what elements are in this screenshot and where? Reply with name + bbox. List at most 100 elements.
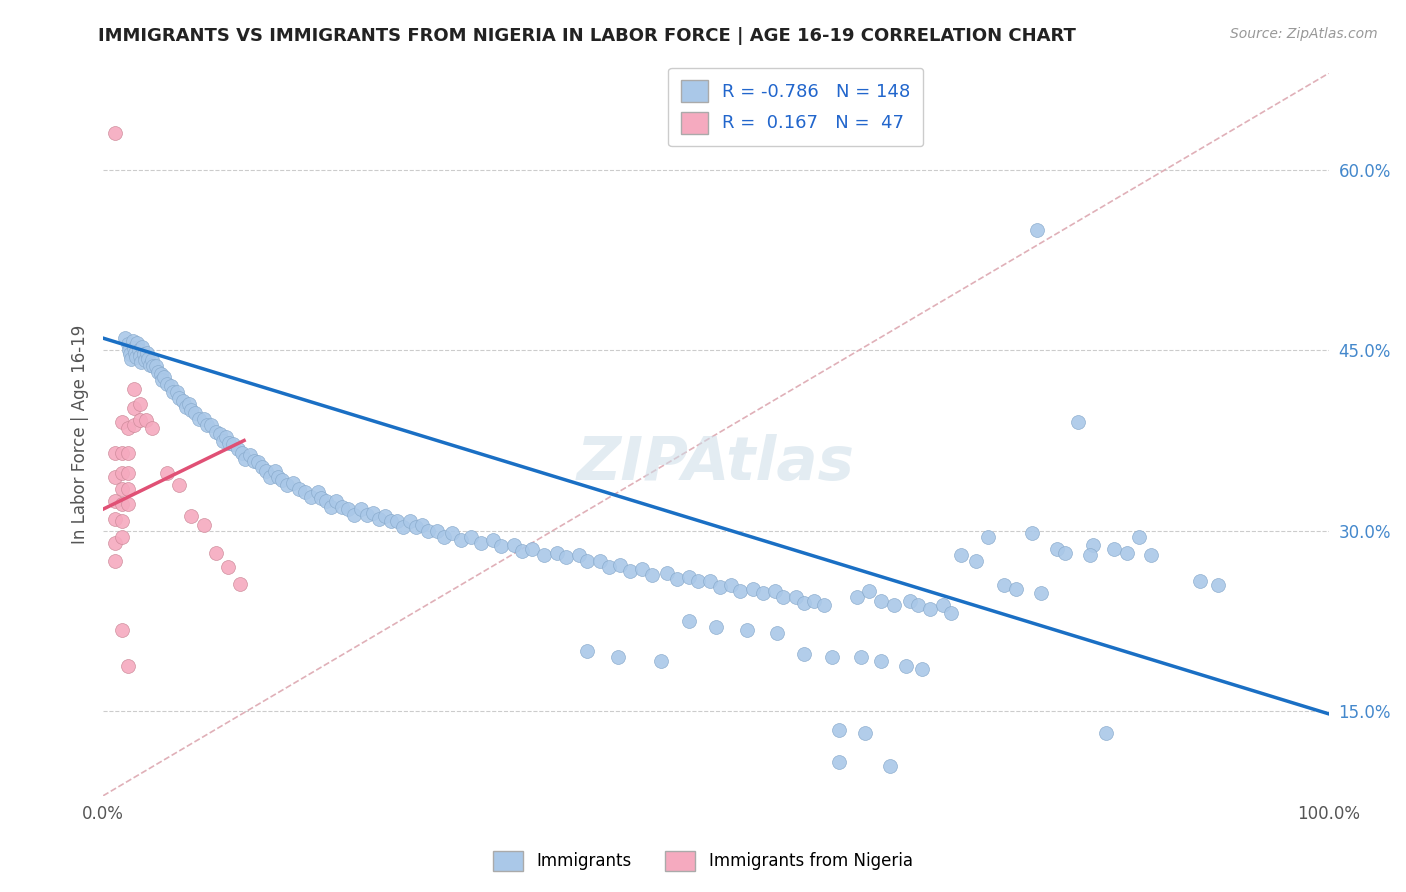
Point xyxy=(993,578,1015,592)
Point xyxy=(735,623,758,637)
Point xyxy=(387,514,409,528)
Point xyxy=(110,530,132,544)
Point xyxy=(215,430,238,444)
Point xyxy=(120,347,142,361)
Point xyxy=(167,392,190,406)
Point xyxy=(655,566,678,580)
Point xyxy=(631,562,654,576)
Point xyxy=(588,554,610,568)
Point xyxy=(127,335,149,350)
Point xyxy=(246,455,269,469)
Point xyxy=(104,469,127,483)
Point xyxy=(813,599,835,613)
Point xyxy=(568,548,591,562)
Point xyxy=(117,337,139,351)
Point xyxy=(349,502,371,516)
Point xyxy=(117,497,139,511)
Point xyxy=(104,127,127,141)
Point xyxy=(361,506,384,520)
Point xyxy=(325,493,347,508)
Point xyxy=(121,334,143,348)
Legend: R = -0.786   N = 148, R =  0.167   N =  47: R = -0.786 N = 148, R = 0.167 N = 47 xyxy=(668,68,924,146)
Point xyxy=(243,454,266,468)
Point xyxy=(176,400,198,414)
Point xyxy=(136,345,159,359)
Point xyxy=(134,352,156,367)
Point xyxy=(117,421,139,435)
Point xyxy=(307,485,329,500)
Point xyxy=(110,497,132,511)
Point xyxy=(555,550,578,565)
Point xyxy=(319,500,342,514)
Point xyxy=(678,569,700,583)
Point xyxy=(433,530,456,544)
Point xyxy=(217,560,239,574)
Point xyxy=(699,574,721,589)
Point xyxy=(931,599,953,613)
Point xyxy=(686,574,709,589)
Point xyxy=(576,554,599,568)
Point xyxy=(233,451,256,466)
Point xyxy=(208,427,231,442)
Point xyxy=(803,593,825,607)
Point xyxy=(510,544,533,558)
Point xyxy=(229,577,252,591)
Point xyxy=(678,614,700,628)
Point xyxy=(470,536,492,550)
Point xyxy=(858,584,880,599)
Point xyxy=(110,514,132,528)
Point xyxy=(441,526,464,541)
Point xyxy=(482,533,505,548)
Point xyxy=(576,644,599,658)
Point xyxy=(117,482,139,496)
Point xyxy=(751,586,773,600)
Point xyxy=(122,401,145,415)
Point xyxy=(821,650,844,665)
Point xyxy=(141,352,163,367)
Point xyxy=(145,359,167,373)
Point xyxy=(941,606,963,620)
Point xyxy=(252,460,274,475)
Point xyxy=(159,379,181,393)
Point xyxy=(294,485,316,500)
Point xyxy=(180,403,202,417)
Point xyxy=(129,413,152,427)
Point xyxy=(263,464,285,478)
Point xyxy=(911,662,934,676)
Point xyxy=(330,500,353,514)
Point xyxy=(849,650,872,665)
Point xyxy=(1115,545,1137,559)
Point xyxy=(267,469,290,483)
Point xyxy=(894,658,917,673)
Point xyxy=(231,445,253,459)
Point xyxy=(491,540,513,554)
Point xyxy=(720,578,742,592)
Legend: Immigrants, Immigrants from Nigeria: Immigrants, Immigrants from Nigeria xyxy=(485,842,921,880)
Point xyxy=(907,599,929,613)
Point xyxy=(343,508,366,523)
Point xyxy=(110,466,132,480)
Point xyxy=(114,331,136,345)
Point xyxy=(222,437,245,451)
Point xyxy=(416,524,439,538)
Y-axis label: In Labor Force | Age 16-19: In Labor Force | Age 16-19 xyxy=(72,325,89,544)
Point xyxy=(117,466,139,480)
Point xyxy=(156,376,179,391)
Point xyxy=(870,654,893,668)
Point xyxy=(104,554,127,568)
Point xyxy=(120,351,142,366)
Point xyxy=(193,517,215,532)
Point xyxy=(619,564,641,578)
Point xyxy=(128,343,150,358)
Point xyxy=(110,482,132,496)
Point xyxy=(122,382,145,396)
Text: ZIPAtlas: ZIPAtlas xyxy=(576,434,855,493)
Point xyxy=(166,385,188,400)
Point xyxy=(977,530,1000,544)
Point xyxy=(704,620,727,634)
Point xyxy=(855,726,877,740)
Point xyxy=(148,365,170,379)
Point xyxy=(193,412,215,426)
Point xyxy=(184,406,207,420)
Point xyxy=(288,482,311,496)
